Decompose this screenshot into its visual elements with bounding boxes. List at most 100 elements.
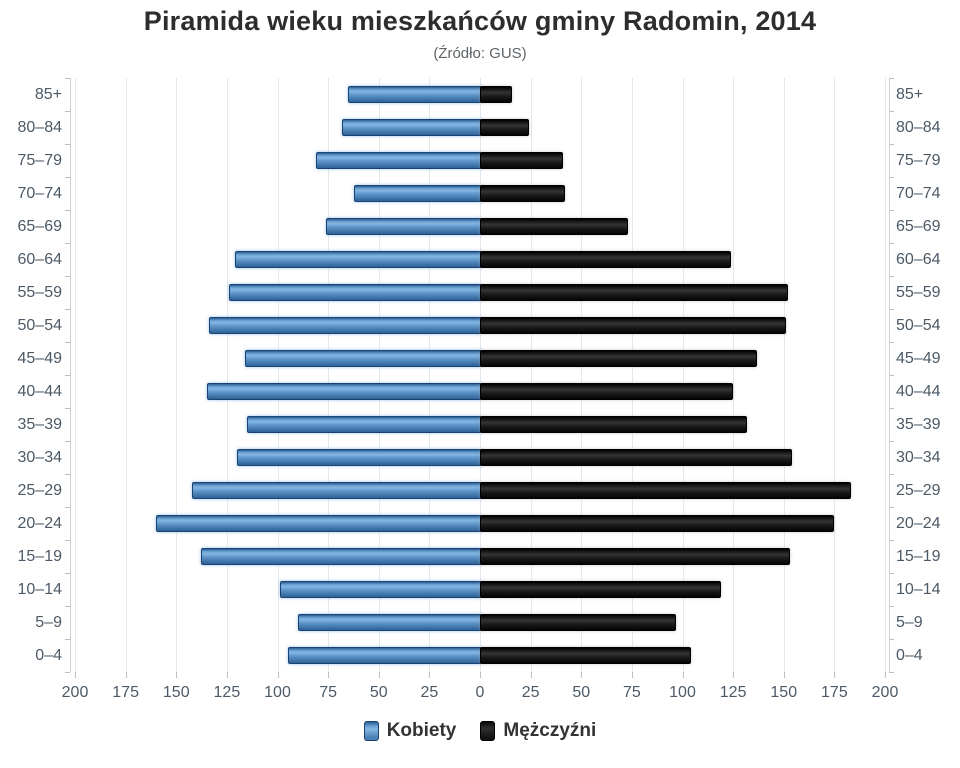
bar-mezczyzni-20–24[interactable] [480,515,835,532]
axis-tick-bottom [378,672,380,678]
bar-kobiety-30–34[interactable] [237,449,482,466]
bar-kobiety-35–39[interactable] [247,416,482,433]
bar-kobiety-15–19[interactable] [200,548,482,565]
left-axis-tick [65,78,70,79]
bar-mezczyzni-55–59[interactable] [480,284,788,301]
age-label-right: 55–59 [896,284,941,301]
axis-tick-bottom [429,672,431,678]
bar-kobiety-85+[interactable] [348,86,482,103]
x-axis-tick-label: 50 [369,684,388,701]
left-axis-tick [65,177,70,178]
left-axis-tick [65,309,70,310]
gridline [682,78,684,672]
bar-kobiety-25–29[interactable] [192,482,482,499]
age-label-right: 40–44 [896,383,941,400]
bar-kobiety-65–69[interactable] [326,218,482,235]
x-axis-tick-label: 100 [669,684,696,701]
axis-tick-bottom [885,672,886,678]
bar-kobiety-75–79[interactable] [315,152,482,169]
legend-item-kobiety[interactable]: Kobiety [363,720,457,742]
axis-tick-bottom [682,672,684,678]
age-label-left: 75–79 [17,152,63,169]
bar-mezczyzni-85+[interactable] [480,86,513,103]
bar-mezczyzni-5–9[interactable] [480,614,677,631]
bar-kobiety-50–54[interactable] [208,317,482,334]
age-label-left: 40–44 [17,383,63,400]
bar-mezczyzni-50–54[interactable] [480,317,786,334]
axis-tick-bottom [328,672,330,678]
gridline [176,78,178,672]
age-label-right: 35–39 [896,416,941,433]
legend-label-kobiety: Kobiety [386,720,457,741]
axis-tick-bottom [581,672,583,678]
bar-mezczyzni-40–44[interactable] [480,383,734,400]
bar-mezczyzni-70–74[interactable] [480,185,566,202]
right-axis-tick [889,177,894,178]
bar-mezczyzni-25–29[interactable] [480,482,851,499]
bar-kobiety-80–84[interactable] [342,119,482,136]
axis-tick-bottom [783,672,785,678]
bar-kobiety-40–44[interactable] [206,383,482,400]
age-label-left: 15–19 [17,548,63,565]
right-axis-tick [889,309,894,310]
x-axis-tick-label: 25 [420,684,439,701]
x-axis-tick-label: 125 [719,684,747,701]
gridline [75,78,76,672]
bar-mezczyzni-60–64[interactable] [480,251,732,268]
bar-kobiety-60–64[interactable] [234,251,482,268]
bar-kobiety-45–49[interactable] [245,350,482,367]
bar-mezczyzni-10–14[interactable] [480,581,721,598]
right-axis-tick [889,375,894,376]
left-axis-tick [65,507,70,508]
bar-kobiety-55–59[interactable] [228,284,482,301]
x-axis-tick-label: 200 [61,684,89,701]
age-label-left: 25–29 [17,482,63,499]
right-axis-tick [889,639,894,640]
age-label-left: 85+ [34,86,62,103]
chart-subtitle: (Źródło: GUS) [433,45,527,62]
bar-mezczyzni-15–19[interactable] [480,548,790,565]
x-axis-tick-label: 75 [319,684,338,701]
legend-item-mezczyzni[interactable]: Mężczyźni [480,720,596,742]
right-axis-tick [889,408,894,409]
right-axis-tick [889,111,894,112]
bar-kobiety-70–74[interactable] [354,185,482,202]
bar-mezczyzni-75–79[interactable] [480,152,563,169]
gridline [581,78,583,672]
x-axis-tick-label: 75 [622,684,641,701]
left-axis-tick [65,111,70,112]
gridline [783,78,785,672]
right-axis-tick [889,210,894,211]
bar-kobiety-20–24[interactable] [156,515,482,532]
left-axis-tick [65,342,70,343]
bar-mezczyzni-0–4[interactable] [480,647,691,664]
age-label-left: 55–59 [17,284,63,301]
bar-mezczyzni-30–34[interactable] [480,449,792,466]
bar-kobiety-10–14[interactable] [279,581,482,598]
age-label-left: 20–24 [17,515,63,532]
age-label-left: 60–64 [17,251,63,268]
left-axis-tick [65,144,70,145]
age-label-left: 30–34 [17,449,63,466]
bar-mezczyzni-65–69[interactable] [480,218,628,235]
axis-tick-bottom [733,672,735,678]
left-axis-tick [65,639,70,640]
gridline [277,78,279,672]
axis-tick-bottom [631,672,633,678]
gridline [834,78,836,672]
axis-tick-bottom [125,672,127,678]
right-axis-tick [889,243,894,244]
x-axis-tick-label: 100 [264,684,291,701]
age-label-right: 25–29 [896,482,941,499]
bar-mezczyzni-45–49[interactable] [480,350,758,367]
bar-kobiety-5–9[interactable] [297,614,482,631]
x-axis-tick-label: 150 [162,684,190,701]
age-label-right: 30–34 [896,449,941,466]
x-axis-tick-label: 175 [112,684,139,701]
bar-mezczyzni-80–84[interactable] [480,119,529,136]
bar-mezczyzni-35–39[interactable] [480,416,748,433]
right-axis-tick [889,606,894,607]
bar-kobiety-0–4[interactable] [287,647,482,664]
axis-tick-bottom [226,672,228,678]
